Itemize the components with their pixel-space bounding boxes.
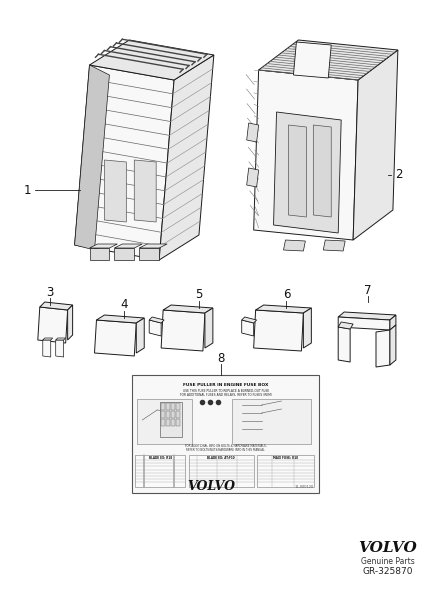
Bar (171, 419, 175, 426)
Polygon shape (242, 320, 254, 336)
Polygon shape (256, 305, 312, 313)
Polygon shape (338, 317, 390, 330)
Bar (257, 455, 314, 487)
Polygon shape (38, 307, 68, 343)
Polygon shape (254, 70, 358, 240)
Text: FUSE PULLER IN ENGINE FUSE BOX: FUSE PULLER IN ENGINE FUSE BOX (183, 383, 269, 387)
Polygon shape (139, 248, 159, 260)
Polygon shape (159, 55, 214, 260)
Polygon shape (40, 302, 73, 310)
Polygon shape (90, 40, 214, 80)
Bar (135, 455, 185, 487)
Polygon shape (90, 248, 109, 260)
Polygon shape (390, 315, 396, 330)
Polygon shape (94, 320, 136, 356)
Polygon shape (259, 40, 398, 80)
Polygon shape (313, 125, 331, 217)
Text: BLADE EX: AT:F10: BLADE EX: AT:F10 (207, 456, 235, 460)
Text: 3: 3 (46, 285, 54, 299)
Bar (176, 419, 180, 426)
Bar (161, 403, 165, 410)
Text: MAXI FUSE: R18: MAXI FUSE: R18 (273, 456, 298, 460)
Bar (176, 411, 180, 418)
Text: BLADE EX: R18: BLADE EX: R18 (149, 456, 172, 460)
Polygon shape (338, 312, 396, 320)
Polygon shape (149, 317, 164, 323)
Text: VOLVO: VOLVO (187, 481, 235, 493)
Polygon shape (161, 310, 205, 351)
Text: FOR ADDITIONAL INFO ON BOLTS & HARDWARE MATERIALS,
REFER TO BOLTS/NUTS/HARDWARE : FOR ADDITIONAL INFO ON BOLTS & HARDWARE … (185, 444, 266, 453)
Polygon shape (338, 322, 353, 329)
Polygon shape (114, 248, 134, 260)
Polygon shape (43, 340, 51, 357)
Bar (137, 399, 192, 444)
Polygon shape (323, 240, 345, 251)
Polygon shape (149, 320, 161, 336)
Text: GR-325870: GR-325870 (363, 567, 413, 576)
Polygon shape (283, 240, 306, 251)
Polygon shape (43, 338, 53, 340)
Polygon shape (289, 125, 306, 217)
Polygon shape (274, 112, 341, 233)
Text: 6: 6 (283, 288, 290, 302)
Polygon shape (56, 338, 65, 340)
Polygon shape (56, 340, 64, 357)
Bar (232, 399, 312, 444)
Bar (171, 411, 175, 418)
Text: USE THIS FUSE PULLER TO REPLACE A BURNED-OUT FUSE
FOR ADDITIONAL FUSES AND RELAY: USE THIS FUSE PULLER TO REPLACE A BURNED… (180, 389, 272, 397)
Polygon shape (96, 315, 144, 323)
Polygon shape (139, 244, 167, 248)
Text: 7: 7 (364, 284, 372, 296)
Bar (189, 455, 254, 487)
Polygon shape (293, 42, 331, 78)
Bar (132, 375, 319, 493)
Polygon shape (390, 325, 396, 365)
Text: 4: 4 (121, 299, 128, 311)
Bar (160, 402, 182, 437)
Text: VOLVO: VOLVO (359, 541, 417, 555)
Text: 5: 5 (195, 288, 203, 302)
Text: Genuine Parts: Genuine Parts (361, 558, 415, 567)
Polygon shape (242, 317, 257, 323)
Bar (166, 419, 170, 426)
Polygon shape (303, 308, 312, 348)
Bar (166, 411, 170, 418)
Polygon shape (246, 168, 259, 187)
Polygon shape (75, 65, 109, 250)
Bar (166, 403, 170, 410)
Polygon shape (90, 244, 117, 248)
Polygon shape (338, 327, 350, 362)
Text: 1: 1 (24, 183, 31, 197)
Bar (176, 403, 180, 410)
Polygon shape (134, 160, 156, 222)
Text: 11-000120: 11-000120 (295, 485, 314, 489)
Bar (171, 403, 175, 410)
Bar (161, 419, 165, 426)
Polygon shape (246, 123, 259, 142)
Polygon shape (68, 305, 73, 340)
Polygon shape (105, 160, 126, 222)
Polygon shape (114, 244, 142, 248)
Text: 2: 2 (395, 168, 402, 182)
Bar (161, 411, 165, 418)
Polygon shape (75, 65, 174, 260)
Polygon shape (353, 50, 398, 240)
Polygon shape (376, 330, 390, 367)
Polygon shape (254, 310, 303, 351)
Polygon shape (205, 308, 213, 348)
Polygon shape (136, 318, 144, 353)
Text: 8: 8 (217, 352, 224, 364)
Polygon shape (163, 305, 213, 313)
